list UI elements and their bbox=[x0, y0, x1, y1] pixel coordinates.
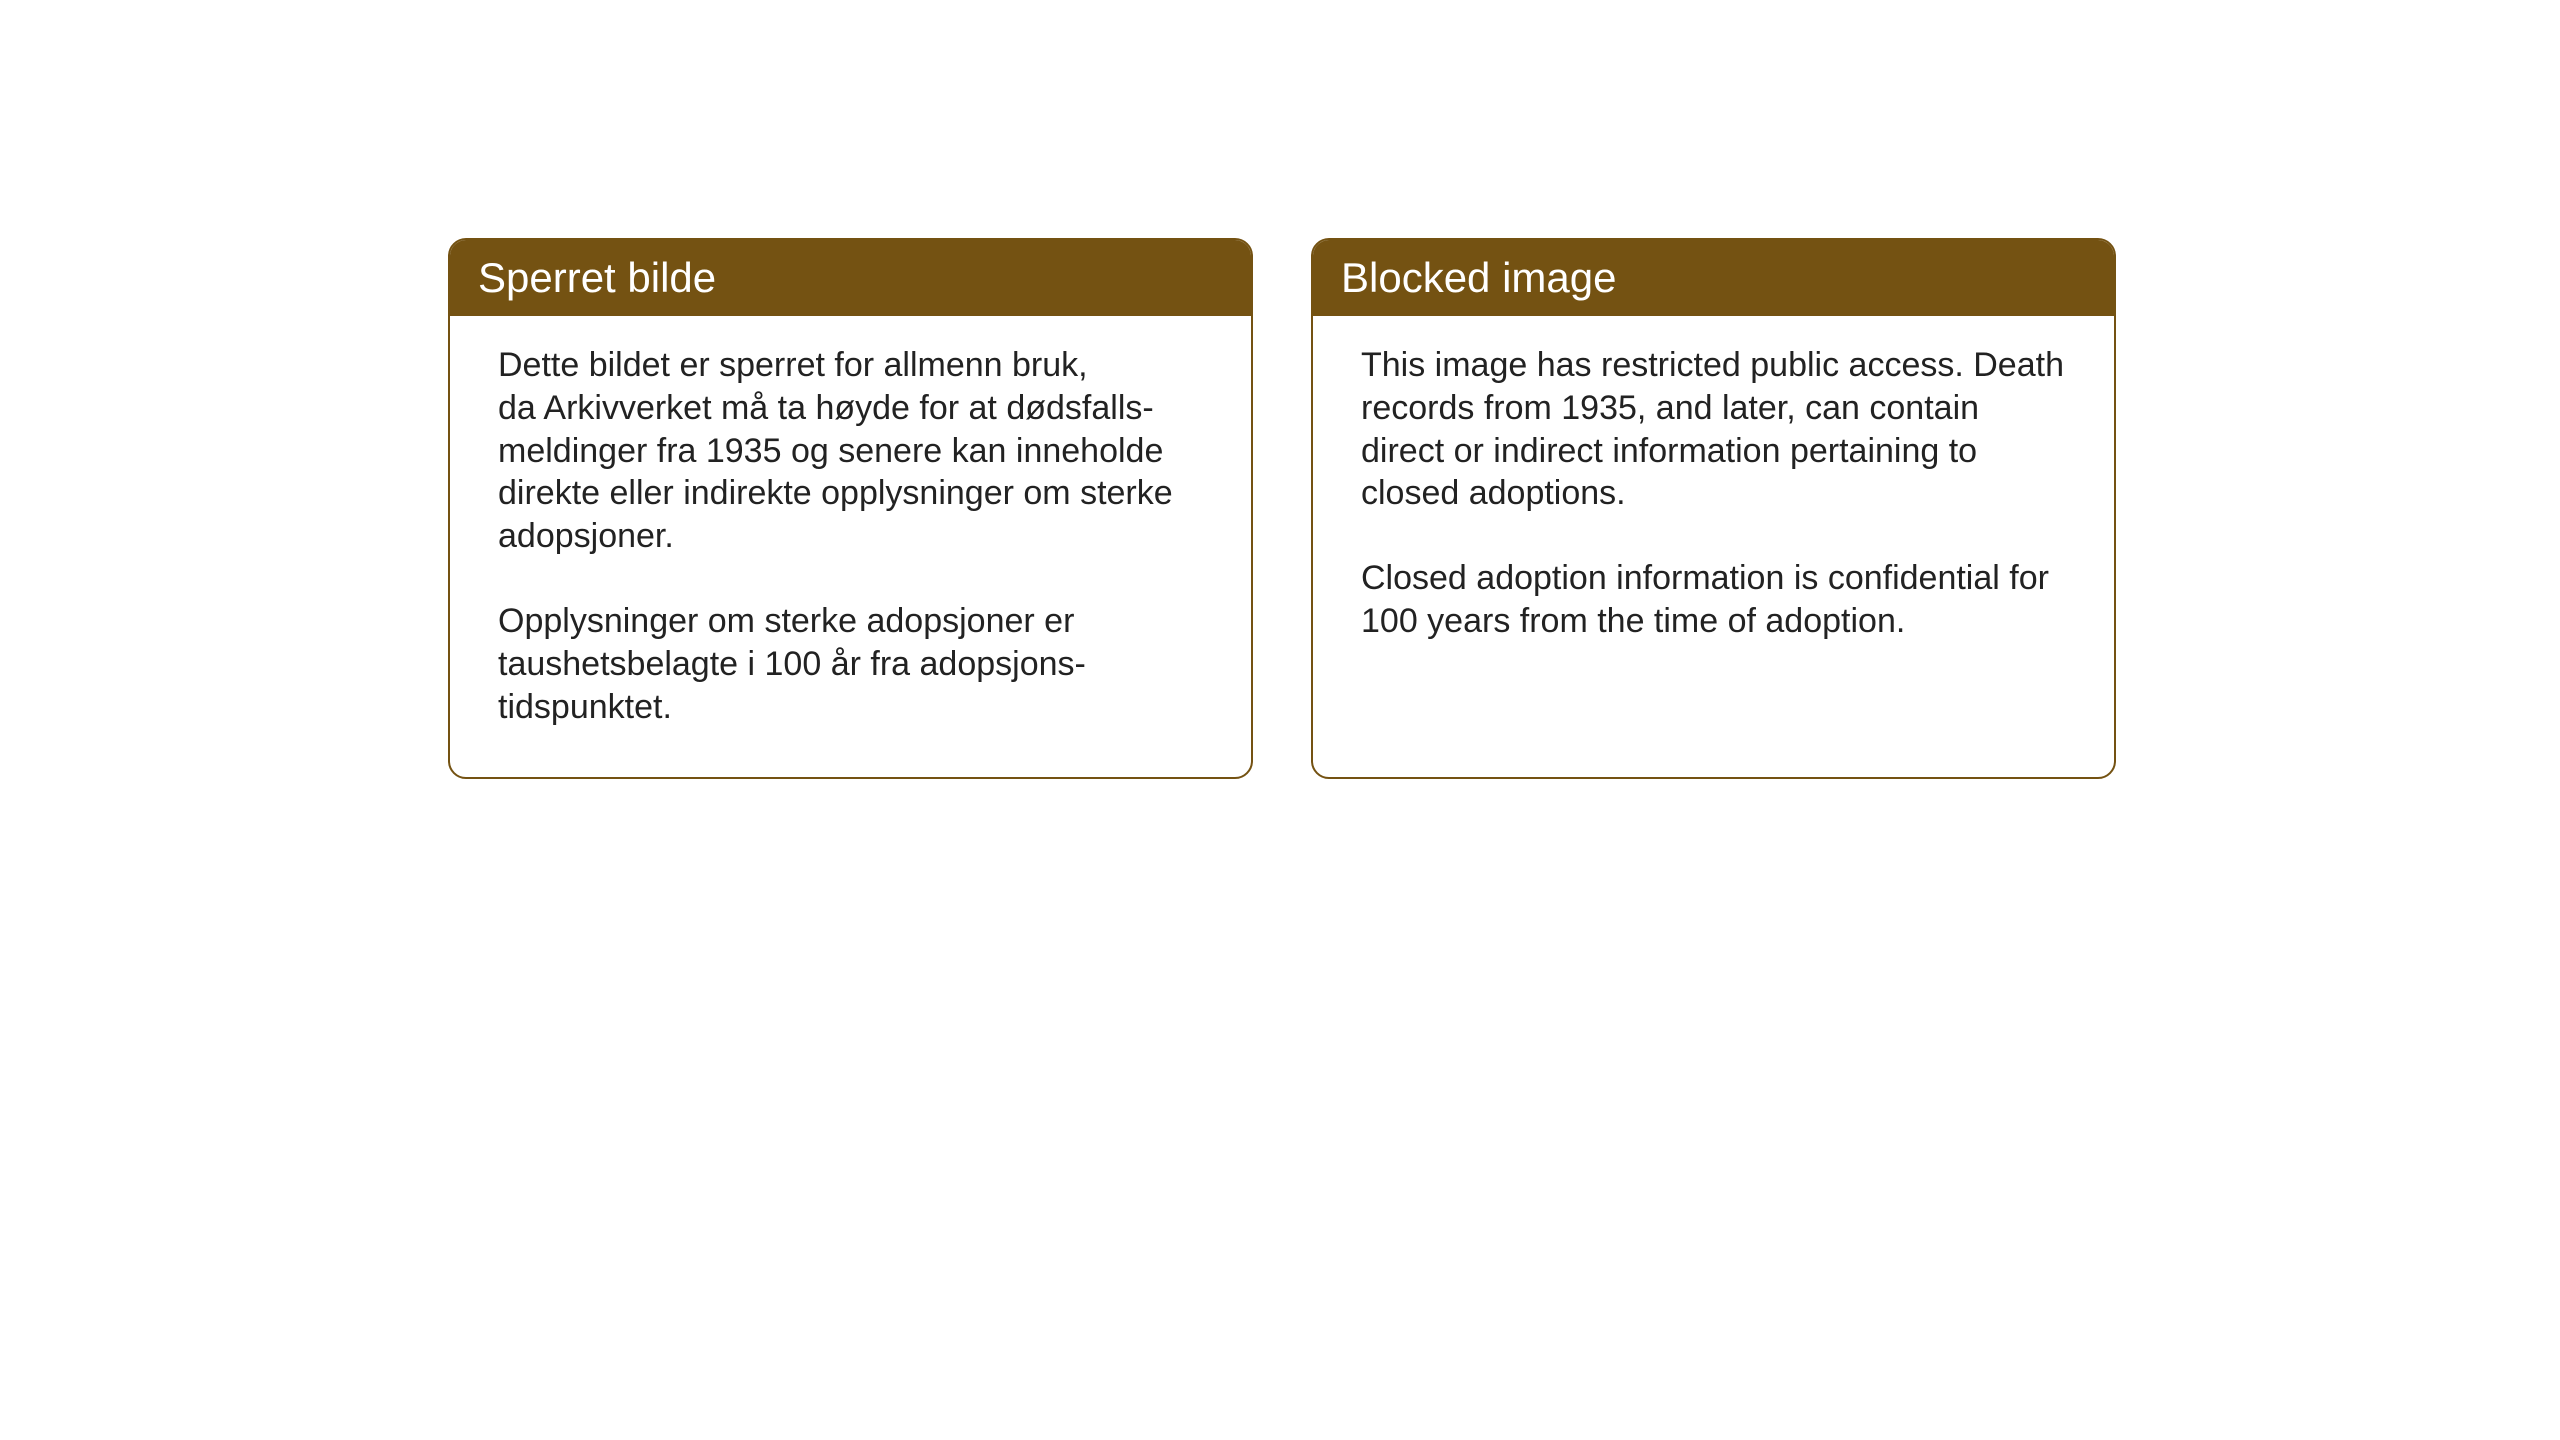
card-paragraph: Closed adoption information is confident… bbox=[1361, 557, 2066, 643]
card-header: Sperret bilde bbox=[450, 240, 1251, 316]
card-body: Dette bildet er sperret for allmenn bruk… bbox=[450, 316, 1251, 777]
card-paragraph: Opplysninger om sterke adopsjoner er tau… bbox=[498, 600, 1203, 728]
card-header: Blocked image bbox=[1313, 240, 2114, 316]
notice-card-norwegian: Sperret bilde Dette bildet er sperret fo… bbox=[448, 238, 1253, 779]
card-body: This image has restricted public access.… bbox=[1313, 316, 2114, 691]
card-paragraph: Dette bildet er sperret for allmenn bruk… bbox=[498, 344, 1203, 558]
notice-card-english: Blocked image This image has restricted … bbox=[1311, 238, 2116, 779]
notice-cards-container: Sperret bilde Dette bildet er sperret fo… bbox=[448, 238, 2560, 779]
card-paragraph: This image has restricted public access.… bbox=[1361, 344, 2066, 515]
